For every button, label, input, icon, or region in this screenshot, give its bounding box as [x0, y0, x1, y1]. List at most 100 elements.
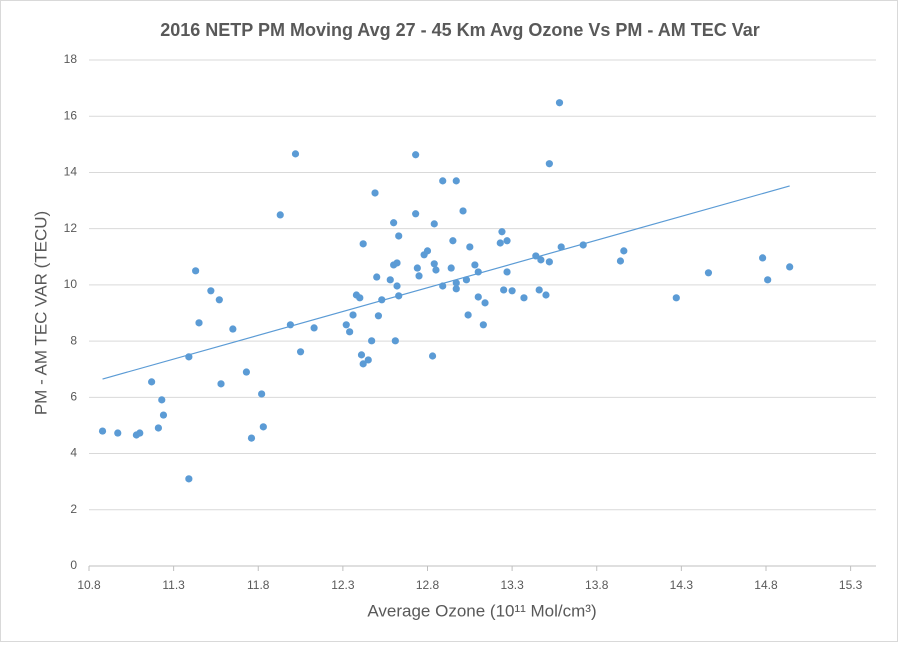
data-point: [412, 151, 420, 159]
data-point: [542, 291, 550, 299]
data-point: [471, 261, 479, 269]
data-point: [364, 356, 372, 364]
y-tick-label: 18: [64, 52, 78, 66]
data-point: [391, 337, 399, 345]
data-point: [357, 351, 366, 359]
data-point: [479, 321, 487, 329]
data-point: [368, 337, 376, 345]
data-point: [535, 286, 543, 294]
data-point: [508, 287, 516, 295]
data-point: [545, 160, 553, 168]
data-point: [466, 243, 474, 251]
data-point: [704, 269, 713, 277]
data-point: [158, 396, 166, 404]
data-point: [415, 272, 423, 280]
chart-title: 2016 NETP PM Moving Avg 27 - 45 Km Avg O…: [160, 20, 759, 40]
data-point: [464, 311, 472, 319]
x-axis-label: Average Ozone (10¹¹ Mol/cm³): [367, 601, 596, 620]
data-point: [393, 282, 401, 290]
x-tick-label: 12.3: [331, 578, 355, 592]
x-tick-label: 11.3: [162, 578, 185, 592]
data-point: [148, 378, 156, 386]
data-point: [192, 267, 200, 275]
data-point: [503, 268, 511, 276]
y-tick-label: 12: [64, 221, 78, 235]
data-point: [481, 299, 489, 307]
y-tick-label: 2: [70, 502, 77, 516]
y-tick-label: 16: [64, 108, 78, 122]
x-tick-label: 13.8: [585, 578, 609, 592]
data-point: [159, 411, 168, 419]
data-point: [447, 264, 455, 272]
data-point: [557, 243, 565, 251]
data-point: [498, 228, 506, 236]
data-point: [258, 390, 266, 398]
data-point: [356, 294, 364, 302]
x-tick-label: 15.3: [839, 578, 863, 592]
x-tick-label: 14.3: [670, 578, 694, 592]
x-tick-label: 13.3: [500, 578, 524, 592]
data-point: [291, 150, 300, 158]
data-point: [195, 319, 203, 327]
y-tick-label: 14: [64, 165, 78, 179]
data-point: [374, 312, 383, 320]
data-point: [764, 276, 772, 284]
y-tick-label: 10: [64, 277, 78, 291]
data-point: [500, 286, 508, 294]
data-point: [462, 276, 471, 284]
x-tick-label: 12.8: [416, 578, 440, 592]
data-point: [395, 232, 403, 240]
data-point: [136, 429, 144, 437]
y-axis-label: PM - AM TEC VAR (TECU): [31, 211, 50, 415]
data-point: [620, 247, 628, 255]
y-tick-label: 4: [70, 446, 77, 460]
data-point: [412, 210, 420, 218]
data-point: [349, 311, 357, 319]
data-point: [342, 321, 350, 329]
data-point: [503, 237, 511, 245]
data-point: [474, 293, 482, 301]
data-point: [520, 294, 528, 302]
data-point: [452, 285, 460, 293]
data-point: [432, 266, 440, 274]
data-point: [672, 294, 680, 302]
data-point: [393, 259, 401, 267]
data-point: [386, 276, 394, 284]
data-point: [449, 237, 457, 245]
y-tick-label: 6: [70, 390, 77, 404]
data-point: [786, 263, 794, 271]
trendline: [102, 185, 790, 380]
data-point: [545, 258, 553, 266]
data-point: [296, 348, 305, 356]
y-tick-label: 0: [70, 558, 77, 572]
data-point: [555, 99, 564, 107]
data-point: [359, 240, 367, 248]
data-point: [98, 427, 107, 435]
data-point: [259, 423, 267, 431]
data-point: [359, 360, 367, 368]
x-tick-label: 11.8: [247, 578, 270, 592]
data-point: [242, 368, 250, 376]
data-point: [430, 220, 438, 228]
data-point: [459, 207, 467, 215]
data-point: [346, 328, 354, 336]
data-point: [413, 264, 421, 272]
data-point: [215, 296, 223, 304]
data-point: [229, 325, 237, 333]
data-point: [423, 247, 432, 255]
data-point: [114, 429, 122, 437]
data-point: [207, 287, 215, 295]
data-point: [428, 352, 437, 360]
data-point: [537, 256, 545, 264]
y-tick-label: 8: [70, 333, 77, 347]
data-point: [452, 279, 460, 287]
data-point: [373, 273, 381, 281]
data-point: [217, 380, 225, 388]
data-point: [276, 211, 284, 219]
data-point: [154, 424, 162, 432]
data-point: [430, 260, 438, 268]
data-point: [616, 257, 625, 265]
data-point: [185, 475, 193, 483]
data-point: [390, 219, 398, 227]
data-point: [310, 324, 318, 332]
